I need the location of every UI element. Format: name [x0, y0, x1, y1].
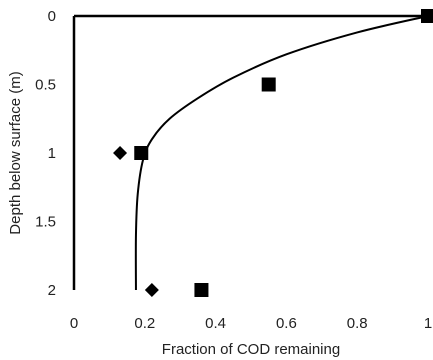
x-tick-labels: 0 0.2 0.4 0.6 0.8 1 [70, 315, 432, 332]
square-point [421, 9, 433, 23]
x-tick-label: 1 [424, 315, 432, 332]
y-tick-label: 0 [48, 8, 56, 25]
data-series [113, 9, 433, 297]
y-tick-label: 2 [48, 282, 56, 299]
square-point [134, 146, 149, 160]
plot-area [72, 14, 428, 290]
y-tick-label: 0.5 [35, 77, 56, 94]
diamond-point [113, 146, 128, 160]
square-point [194, 283, 209, 297]
x-tick-label: 0.6 [276, 315, 297, 332]
x-tick-label: 0 [70, 315, 78, 332]
x-axis-label: Fraction of COD remaining [162, 341, 340, 358]
y-tick-label: 1.5 [35, 214, 56, 231]
diamond-point [144, 283, 159, 297]
y-tick-label: 1 [48, 145, 56, 162]
square-point [261, 77, 276, 92]
y-tick-labels: 0 0.5 1 1.5 2 [35, 8, 56, 299]
y-axis-label: Depth below surface (m) [7, 71, 24, 234]
x-tick-label: 0.4 [205, 315, 226, 332]
fit-curve-line [134, 15, 429, 291]
x-tick-label: 0.8 [347, 315, 368, 332]
x-tick-label: 0.2 [134, 315, 155, 332]
